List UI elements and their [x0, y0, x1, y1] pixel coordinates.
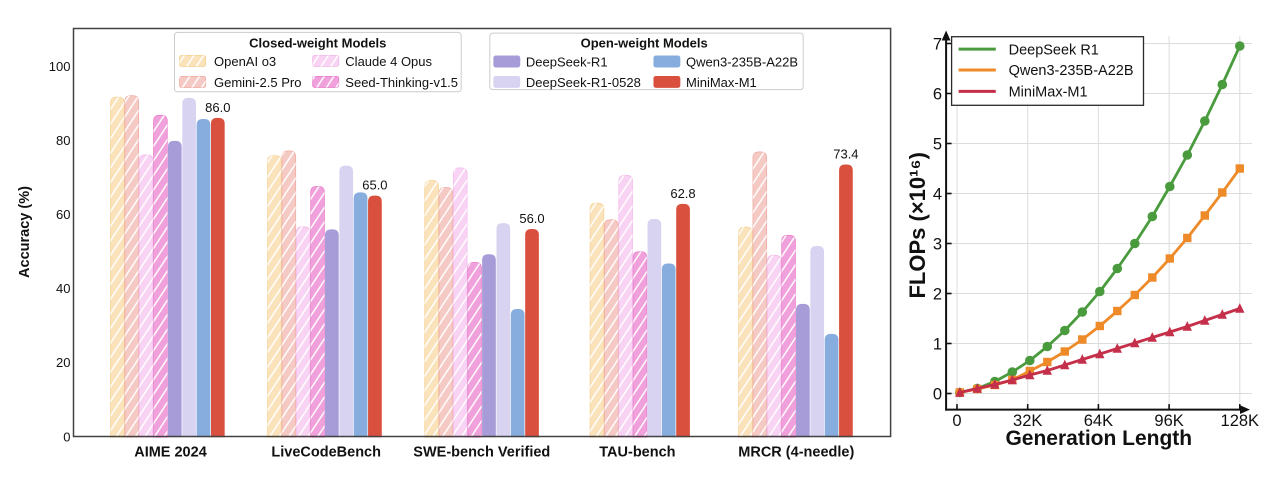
svg-text:TAU-bench: TAU-bench: [599, 445, 675, 461]
svg-text:OpenAI o3: OpenAI o3: [214, 54, 276, 69]
svg-text:73.4: 73.4: [833, 147, 858, 162]
svg-text:65.0: 65.0: [362, 178, 387, 193]
svg-text:3: 3: [933, 235, 942, 253]
svg-text:86.0: 86.0: [205, 100, 230, 115]
svg-text:Open-weight Models: Open-weight Models: [581, 35, 708, 50]
svg-text:Seed-Thinking-v1.5: Seed-Thinking-v1.5: [345, 75, 458, 90]
svg-text:64K: 64K: [1084, 412, 1113, 430]
svg-text:DeepSeek-R1: DeepSeek-R1: [526, 54, 608, 69]
svg-text:0: 0: [63, 429, 70, 444]
svg-text:100: 100: [49, 59, 71, 74]
svg-text:80: 80: [56, 133, 70, 148]
svg-text:5: 5: [933, 135, 942, 153]
svg-text:32K: 32K: [1013, 412, 1042, 430]
svg-text:LiveCodeBench: LiveCodeBench: [271, 445, 381, 461]
svg-text:DeepSeek-R1-0528: DeepSeek-R1-0528: [526, 75, 641, 90]
svg-text:96K: 96K: [1154, 412, 1183, 430]
svg-text:56.0: 56.0: [519, 211, 544, 226]
svg-text:DeepSeek R1: DeepSeek R1: [1009, 42, 1099, 58]
svg-text:Qwen3-235B-A22B: Qwen3-235B-A22B: [686, 54, 798, 69]
svg-text:Accuracy (%): Accuracy (%): [17, 186, 33, 278]
svg-text:Generation Length: Generation Length: [1005, 427, 1192, 450]
svg-text:1: 1: [933, 335, 942, 353]
svg-text:60: 60: [56, 207, 70, 222]
svg-text:2: 2: [933, 285, 942, 303]
svg-text:6: 6: [933, 85, 942, 103]
svg-text:40: 40: [56, 281, 70, 296]
svg-text:MiniMax-M1: MiniMax-M1: [1009, 85, 1088, 101]
svg-text:MRCR (4-needle): MRCR (4-needle): [738, 445, 854, 461]
svg-text:FLOPs (×10¹⁶): FLOPs (×10¹⁶): [905, 152, 930, 298]
svg-text:Claude 4 Opus: Claude 4 Opus: [345, 54, 432, 69]
svg-text:MiniMax-M1: MiniMax-M1: [686, 75, 757, 90]
svg-text:Closed-weight Models: Closed-weight Models: [249, 36, 386, 51]
svg-text:128K: 128K: [1221, 412, 1260, 430]
svg-text:SWE-bench Verified: SWE-bench Verified: [413, 445, 550, 461]
svg-text:0: 0: [952, 412, 961, 430]
svg-text:20: 20: [56, 355, 70, 370]
svg-text:4: 4: [933, 185, 942, 203]
svg-text:7: 7: [933, 35, 942, 53]
svg-text:AIME 2024: AIME 2024: [134, 445, 207, 461]
svg-text:Qwen3-235B-A22B: Qwen3-235B-A22B: [1009, 63, 1134, 79]
svg-text:Gemini-2.5 Pro: Gemini-2.5 Pro: [214, 75, 301, 90]
svg-text:0: 0: [933, 385, 942, 403]
svg-text:62.8: 62.8: [670, 186, 695, 201]
